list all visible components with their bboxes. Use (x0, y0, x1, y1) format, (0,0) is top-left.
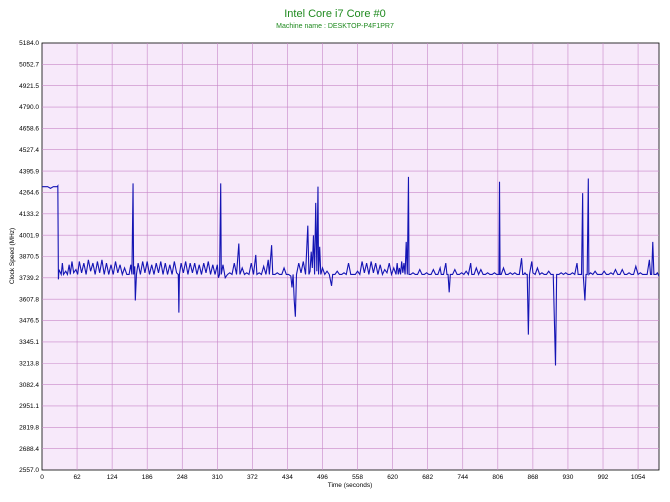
y-tick-label: 3607.8 (19, 296, 39, 303)
x-tick-label: 930 (563, 474, 574, 481)
x-tick-labels: 0 62 124 186 248 310 372 434 496 558 620 682 744 806 8… (40, 474, 645, 481)
x-tick-label: 558 (352, 474, 363, 481)
y-tick-label: 2951.1 (19, 403, 39, 410)
x-tick-label: 806 (492, 474, 503, 481)
y-tick-label: 4001.9 (19, 232, 39, 239)
y-tick-label: 4395.9 (19, 168, 39, 175)
y-tick-label: 5052.7 (19, 62, 39, 69)
y-axis-label: Clock Speed (MHz) (9, 228, 16, 284)
x-tick-label: 1054 (631, 474, 646, 481)
x-tick-label: 868 (527, 474, 538, 481)
x-tick-label: 124 (107, 474, 118, 481)
y-tick-labels: 5184.0 5052.7 4921.5 4790.0 4658.6 4527.4 4395… (19, 40, 39, 474)
y-tick-label: 3870.5 (19, 254, 39, 261)
x-tick-label: 496 (317, 474, 328, 481)
x-tick-label: 682 (422, 474, 433, 481)
series-line (42, 176, 660, 366)
y-tick-label: 3476.5 (19, 318, 39, 325)
y-tick-label: 4790.0 (19, 104, 39, 111)
x-tick-label: 372 (247, 474, 258, 481)
y-tick-label: 4527.4 (19, 147, 39, 154)
y-tick-label: 2819.8 (19, 424, 39, 431)
chart-subtitle: Machine name : DESKTOP-P4F1PR7 (276, 23, 394, 30)
y-tick-label: 4658.6 (19, 126, 39, 133)
x-tick-label: 248 (177, 474, 188, 481)
chart-title: Intel Core i7 Core #0 (284, 8, 386, 20)
x-tick-label: 992 (598, 474, 609, 481)
x-tick-label: 0 (40, 474, 44, 481)
x-tick-label: 310 (212, 474, 223, 481)
x-tick-label: 62 (73, 474, 81, 481)
x-axis-label: Time (seconds) (328, 482, 373, 489)
x-tick-label: 744 (457, 474, 468, 481)
y-tick-label: 4921.5 (19, 83, 39, 90)
grid-lines (42, 43, 659, 470)
y-tick-label: 3082.4 (19, 382, 39, 389)
y-tick-label: 2557.0 (19, 467, 39, 474)
x-tick-label: 186 (142, 474, 153, 481)
y-tick-label: 3213.8 (19, 360, 39, 367)
y-tick-label: 3739.2 (19, 275, 39, 282)
x-tick-label: 620 (387, 474, 398, 481)
y-tick-label: 2688.4 (19, 446, 39, 453)
y-tick-label: 4133.2 (19, 211, 39, 218)
x-tick-label: 434 (282, 474, 293, 481)
y-tick-label: 5184.0 (19, 40, 39, 47)
y-tick-label: 4264.6 (19, 190, 39, 197)
y-tick-label: 3345.1 (19, 339, 39, 346)
